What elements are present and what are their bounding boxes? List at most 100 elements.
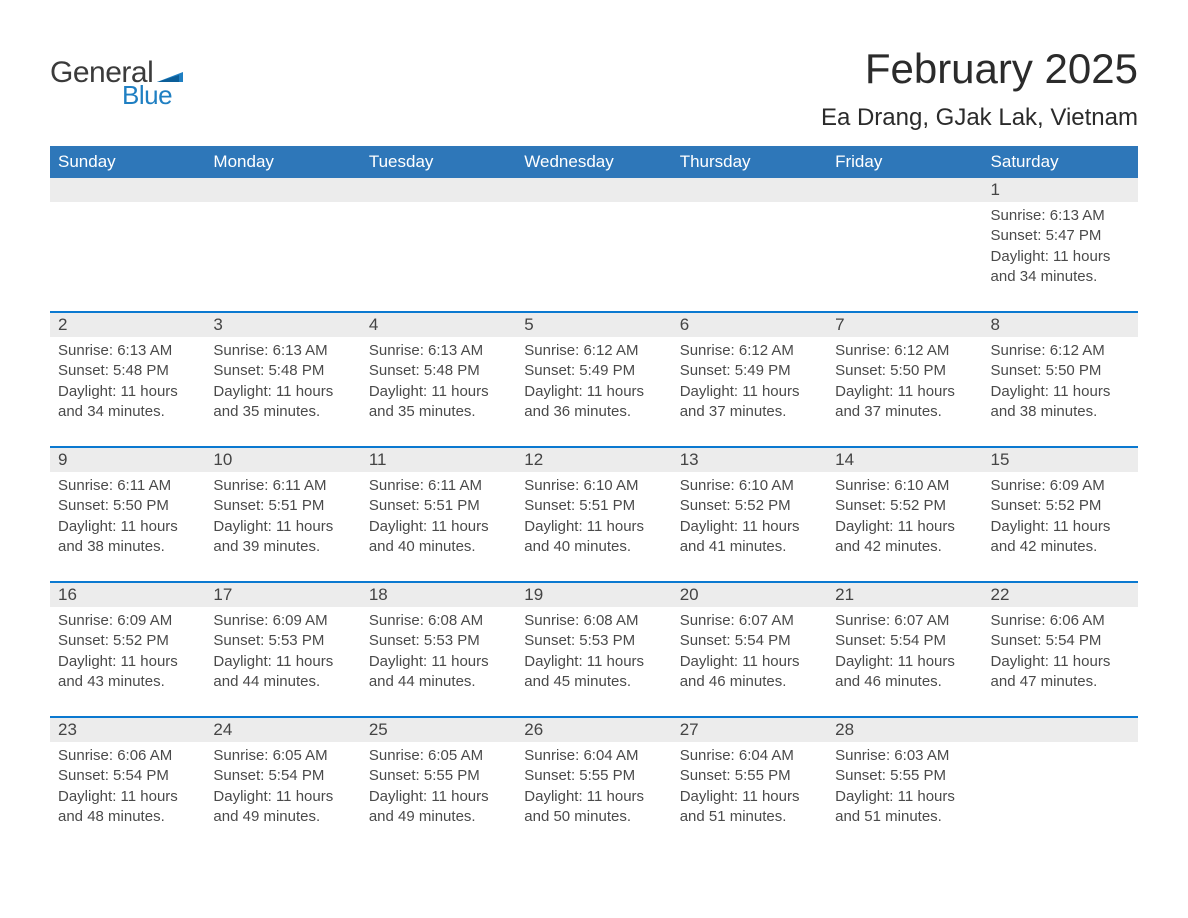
day-details: Sunrise: 6:10 AMSunset: 5:52 PMDaylight:… bbox=[672, 472, 827, 557]
day-details: Sunrise: 6:10 AMSunset: 5:51 PMDaylight:… bbox=[516, 472, 671, 557]
day-number bbox=[827, 178, 982, 202]
daylight-text: Daylight: 11 hours and 51 minutes. bbox=[680, 787, 819, 828]
calendar-day-cell: 26Sunrise: 6:04 AMSunset: 5:55 PMDayligh… bbox=[516, 718, 671, 851]
sunset-text: Sunset: 5:48 PM bbox=[58, 361, 197, 381]
calendar-week: 2Sunrise: 6:13 AMSunset: 5:48 PMDaylight… bbox=[50, 311, 1138, 446]
daylight-text: Daylight: 11 hours and 49 minutes. bbox=[369, 787, 508, 828]
day-number: 23 bbox=[50, 718, 205, 742]
day-details: Sunrise: 6:04 AMSunset: 5:55 PMDaylight:… bbox=[672, 742, 827, 827]
daylight-text: Daylight: 11 hours and 41 minutes. bbox=[680, 517, 819, 558]
weekday-header: Sunday bbox=[50, 146, 205, 178]
day-details: Sunrise: 6:03 AMSunset: 5:55 PMDaylight:… bbox=[827, 742, 982, 827]
sunrise-text: Sunrise: 6:11 AM bbox=[213, 476, 352, 496]
calendar-day-cell: 17Sunrise: 6:09 AMSunset: 5:53 PMDayligh… bbox=[205, 583, 360, 716]
sunset-text: Sunset: 5:54 PM bbox=[991, 631, 1130, 651]
day-number: 1 bbox=[983, 178, 1138, 202]
sunrise-text: Sunrise: 6:11 AM bbox=[58, 476, 197, 496]
calendar-day-cell bbox=[50, 178, 205, 311]
calendar-day-cell bbox=[827, 178, 982, 311]
day-details: Sunrise: 6:08 AMSunset: 5:53 PMDaylight:… bbox=[516, 607, 671, 692]
daylight-text: Daylight: 11 hours and 42 minutes. bbox=[991, 517, 1130, 558]
day-number: 16 bbox=[50, 583, 205, 607]
weekday-header-row: Sunday Monday Tuesday Wednesday Thursday… bbox=[50, 146, 1138, 178]
sunset-text: Sunset: 5:52 PM bbox=[680, 496, 819, 516]
sunset-text: Sunset: 5:47 PM bbox=[991, 226, 1130, 246]
sunrise-text: Sunrise: 6:04 AM bbox=[524, 746, 663, 766]
daylight-text: Daylight: 11 hours and 34 minutes. bbox=[58, 382, 197, 423]
sunset-text: Sunset: 5:53 PM bbox=[213, 631, 352, 651]
calendar-day-cell: 7Sunrise: 6:12 AMSunset: 5:50 PMDaylight… bbox=[827, 313, 982, 446]
sunrise-text: Sunrise: 6:07 AM bbox=[835, 611, 974, 631]
daylight-text: Daylight: 11 hours and 44 minutes. bbox=[369, 652, 508, 693]
daylight-text: Daylight: 11 hours and 46 minutes. bbox=[835, 652, 974, 693]
daylight-text: Daylight: 11 hours and 48 minutes. bbox=[58, 787, 197, 828]
calendar: Sunday Monday Tuesday Wednesday Thursday… bbox=[50, 146, 1138, 851]
sunset-text: Sunset: 5:54 PM bbox=[835, 631, 974, 651]
location-text: Ea Drang, GJak Lak, Vietnam bbox=[821, 104, 1138, 132]
calendar-day-cell: 24Sunrise: 6:05 AMSunset: 5:54 PMDayligh… bbox=[205, 718, 360, 851]
calendar-day-cell: 23Sunrise: 6:06 AMSunset: 5:54 PMDayligh… bbox=[50, 718, 205, 851]
day-details: Sunrise: 6:13 AMSunset: 5:47 PMDaylight:… bbox=[983, 202, 1138, 287]
day-number: 28 bbox=[827, 718, 982, 742]
sunrise-text: Sunrise: 6:06 AM bbox=[991, 611, 1130, 631]
sunrise-text: Sunrise: 6:07 AM bbox=[680, 611, 819, 631]
day-details: Sunrise: 6:08 AMSunset: 5:53 PMDaylight:… bbox=[361, 607, 516, 692]
calendar-day-cell: 16Sunrise: 6:09 AMSunset: 5:52 PMDayligh… bbox=[50, 583, 205, 716]
day-number: 15 bbox=[983, 448, 1138, 472]
calendar-day-cell: 19Sunrise: 6:08 AMSunset: 5:53 PMDayligh… bbox=[516, 583, 671, 716]
sunrise-text: Sunrise: 6:08 AM bbox=[524, 611, 663, 631]
sunset-text: Sunset: 5:55 PM bbox=[680, 766, 819, 786]
calendar-day-cell: 28Sunrise: 6:03 AMSunset: 5:55 PMDayligh… bbox=[827, 718, 982, 851]
calendar-day-cell: 8Sunrise: 6:12 AMSunset: 5:50 PMDaylight… bbox=[983, 313, 1138, 446]
day-details: Sunrise: 6:06 AMSunset: 5:54 PMDaylight:… bbox=[983, 607, 1138, 692]
day-number: 17 bbox=[205, 583, 360, 607]
daylight-text: Daylight: 11 hours and 51 minutes. bbox=[835, 787, 974, 828]
weekday-header: Saturday bbox=[983, 146, 1138, 178]
sunset-text: Sunset: 5:55 PM bbox=[369, 766, 508, 786]
calendar-week: 9Sunrise: 6:11 AMSunset: 5:50 PMDaylight… bbox=[50, 446, 1138, 581]
sunrise-text: Sunrise: 6:08 AM bbox=[369, 611, 508, 631]
day-details: Sunrise: 6:11 AMSunset: 5:51 PMDaylight:… bbox=[205, 472, 360, 557]
calendar-day-cell bbox=[516, 178, 671, 311]
day-details: Sunrise: 6:09 AMSunset: 5:53 PMDaylight:… bbox=[205, 607, 360, 692]
daylight-text: Daylight: 11 hours and 37 minutes. bbox=[680, 382, 819, 423]
calendar-day-cell: 5Sunrise: 6:12 AMSunset: 5:49 PMDaylight… bbox=[516, 313, 671, 446]
day-number: 4 bbox=[361, 313, 516, 337]
day-details: Sunrise: 6:12 AMSunset: 5:49 PMDaylight:… bbox=[516, 337, 671, 422]
day-number: 26 bbox=[516, 718, 671, 742]
calendar-day-cell: 9Sunrise: 6:11 AMSunset: 5:50 PMDaylight… bbox=[50, 448, 205, 581]
calendar-day-cell: 22Sunrise: 6:06 AMSunset: 5:54 PMDayligh… bbox=[983, 583, 1138, 716]
sunset-text: Sunset: 5:54 PM bbox=[213, 766, 352, 786]
sunset-text: Sunset: 5:50 PM bbox=[835, 361, 974, 381]
day-details: Sunrise: 6:13 AMSunset: 5:48 PMDaylight:… bbox=[50, 337, 205, 422]
day-number: 3 bbox=[205, 313, 360, 337]
calendar-day-cell: 4Sunrise: 6:13 AMSunset: 5:48 PMDaylight… bbox=[361, 313, 516, 446]
day-number bbox=[983, 718, 1138, 742]
day-details: Sunrise: 6:09 AMSunset: 5:52 PMDaylight:… bbox=[983, 472, 1138, 557]
calendar-day-cell: 12Sunrise: 6:10 AMSunset: 5:51 PMDayligh… bbox=[516, 448, 671, 581]
calendar-day-cell: 25Sunrise: 6:05 AMSunset: 5:55 PMDayligh… bbox=[361, 718, 516, 851]
calendar-day-cell: 11Sunrise: 6:11 AMSunset: 5:51 PMDayligh… bbox=[361, 448, 516, 581]
day-details: Sunrise: 6:07 AMSunset: 5:54 PMDaylight:… bbox=[672, 607, 827, 692]
sunrise-text: Sunrise: 6:13 AM bbox=[369, 341, 508, 361]
daylight-text: Daylight: 11 hours and 50 minutes. bbox=[524, 787, 663, 828]
brand-word-blue: Blue bbox=[122, 80, 172, 111]
sunset-text: Sunset: 5:52 PM bbox=[991, 496, 1130, 516]
daylight-text: Daylight: 11 hours and 37 minutes. bbox=[835, 382, 974, 423]
daylight-text: Daylight: 11 hours and 38 minutes. bbox=[991, 382, 1130, 423]
weekday-header: Wednesday bbox=[516, 146, 671, 178]
sunset-text: Sunset: 5:53 PM bbox=[369, 631, 508, 651]
sunrise-text: Sunrise: 6:06 AM bbox=[58, 746, 197, 766]
brand-logo: General Blue bbox=[50, 56, 183, 111]
day-details: Sunrise: 6:12 AMSunset: 5:50 PMDaylight:… bbox=[827, 337, 982, 422]
day-number: 8 bbox=[983, 313, 1138, 337]
daylight-text: Daylight: 11 hours and 49 minutes. bbox=[213, 787, 352, 828]
day-number: 25 bbox=[361, 718, 516, 742]
header-row: General Blue February 2025 Ea Drang, GJa… bbox=[50, 46, 1138, 132]
day-number bbox=[50, 178, 205, 202]
sunset-text: Sunset: 5:53 PM bbox=[524, 631, 663, 651]
daylight-text: Daylight: 11 hours and 35 minutes. bbox=[213, 382, 352, 423]
day-number: 5 bbox=[516, 313, 671, 337]
day-number: 2 bbox=[50, 313, 205, 337]
day-details: Sunrise: 6:07 AMSunset: 5:54 PMDaylight:… bbox=[827, 607, 982, 692]
